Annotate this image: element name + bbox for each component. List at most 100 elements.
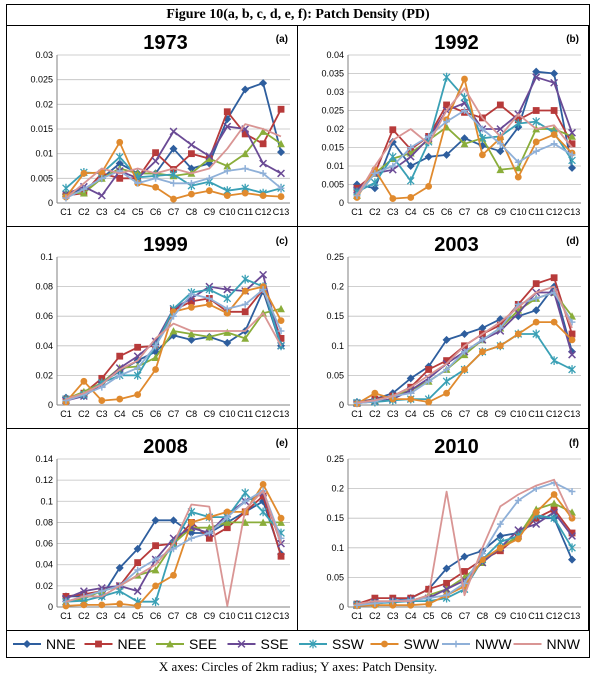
legend-svg: NNE NEE SEE SSE SSW SWW NWW NNW [13, 636, 581, 652]
series-nnw [356, 285, 573, 404]
x-tick-label: C4 [114, 611, 126, 621]
data-point [568, 555, 577, 564]
data-point [550, 508, 559, 517]
x-tick-label: C8 [186, 409, 198, 419]
x-tick-label: C12 [255, 207, 272, 217]
data-point [532, 318, 540, 326]
series-sww [62, 138, 285, 203]
data-point [151, 353, 160, 362]
series-line [65, 123, 282, 199]
data-point [223, 524, 231, 532]
series-ssw [62, 152, 285, 198]
data-point [134, 559, 142, 566]
data-point [188, 534, 195, 542]
data-point [152, 174, 159, 182]
data-point [205, 333, 214, 341]
x-tick-label: C1 [60, 409, 72, 419]
data-point [532, 138, 540, 146]
x-tick-label: C12 [546, 207, 563, 217]
data-point [188, 190, 195, 198]
x-tick-label: C3 [387, 207, 399, 217]
data-point [223, 122, 232, 131]
data-point [62, 593, 70, 600]
x-tick-label: C7 [459, 611, 471, 621]
data-point [152, 556, 159, 563]
data-point [389, 601, 397, 609]
data-point [259, 127, 268, 135]
data-point [568, 132, 576, 140]
legend-label: SWW [404, 636, 441, 652]
data-point [550, 107, 558, 114]
data-point [223, 328, 232, 336]
data-point [461, 348, 468, 356]
chart-svg: 1973 (a) 0 0.005 0.01 0.015 0.02 0.025 0.03 C1 C2 C… [30, 32, 290, 217]
legend-item-see: SEE [156, 636, 217, 652]
y-tick-label: 0 [48, 602, 53, 612]
data-point [496, 165, 505, 174]
y-tick-label: 0.1 [40, 496, 53, 506]
x-tick-label: C4 [405, 409, 417, 419]
legend-label: NEE [118, 636, 147, 652]
y-tick-label: 0.04 [326, 50, 344, 60]
data-point [514, 158, 522, 166]
data-point [116, 372, 124, 379]
data-point [532, 117, 541, 126]
chart-svg: 2008 (e) 0 0.02 0.04 0.06 0.08 0.1 0.12 0.14 C1 C2 C… [35, 436, 290, 621]
data-point [550, 491, 558, 498]
x-tick-label: C12 [546, 409, 563, 419]
data-point [79, 587, 88, 596]
data-point [443, 579, 450, 587]
y-tick-label: 0.02 [326, 124, 344, 134]
series-nww [62, 487, 285, 606]
data-point [425, 133, 433, 140]
x-tick-label: C8 [186, 611, 198, 621]
data-point [478, 133, 487, 143]
data-point [550, 131, 558, 138]
y-tick-label: 0 [48, 198, 53, 208]
data-point [461, 568, 468, 575]
data-point [116, 174, 124, 182]
y-tick-label: 0.01 [326, 161, 344, 171]
x-tick-label: C13 [564, 207, 581, 217]
data-point [205, 523, 214, 532]
y-tick-label: 0.04 [35, 341, 53, 351]
x-tick-label: C8 [186, 207, 198, 217]
x-tick-label: C11 [237, 207, 253, 217]
data-point [97, 191, 106, 200]
data-point [115, 563, 124, 572]
data-point [151, 597, 160, 607]
data-point [514, 163, 523, 172]
data-point [205, 154, 214, 162]
data-point [550, 513, 558, 523]
data-point [277, 139, 285, 148]
data-point [152, 366, 159, 373]
x-tick-label: C5 [132, 611, 144, 621]
data-point [568, 514, 576, 522]
data-point [407, 395, 415, 403]
data-point [241, 287, 249, 295]
data-point [550, 274, 558, 282]
series-sse [62, 122, 285, 200]
data-point [532, 107, 540, 114]
y-tick-label: 0 [339, 400, 344, 410]
data-point [550, 318, 558, 326]
data-point [442, 72, 451, 82]
data-point [187, 164, 196, 173]
data-point [514, 309, 523, 318]
x-tick-label: C1 [351, 207, 363, 217]
data-point [241, 85, 250, 94]
data-point [496, 125, 505, 133]
data-point [425, 366, 433, 373]
data-point [169, 169, 178, 179]
data-point [259, 140, 267, 148]
data-point [568, 365, 576, 374]
data-point [389, 195, 397, 202]
data-point [568, 336, 576, 344]
x-tick-label: C7 [459, 207, 471, 217]
x-tick-label: C13 [273, 409, 290, 419]
x-tick-label: C9 [495, 207, 507, 217]
data-point [496, 134, 504, 142]
x-tick-label: C10 [510, 409, 527, 419]
data-point [188, 298, 195, 305]
data-point [223, 513, 231, 521]
